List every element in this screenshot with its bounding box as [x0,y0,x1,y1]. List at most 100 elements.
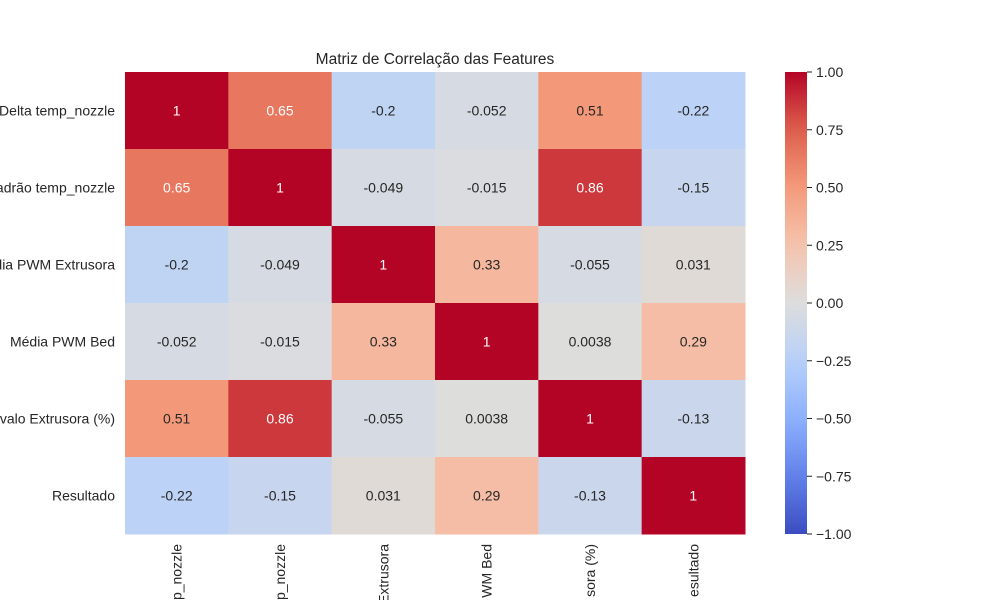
heatmap-cell [435,226,539,304]
colorbar: 1.00 0.75 0.50 0.25 0.00 −0.25 −0.50 −0.75 −1.00 [785,64,852,542]
cell-value-label: -0.15 [264,488,296,504]
cell-value-label: 0.65 [163,180,190,196]
cell-value-label: 0.29 [680,334,707,350]
colorbar-gradient [785,72,807,534]
colorbar-tick-label: −0.25 [816,353,852,369]
colorbar-tick-label: 0.50 [816,180,843,196]
heatmap-cell [125,72,229,150]
colorbar-tick-label: −0.50 [816,411,852,427]
cell-value-label: -0.13 [574,488,606,504]
heatmap-cell [641,303,746,381]
cell-value-label: 0.86 [576,180,603,196]
heatmap-cell [125,149,229,227]
heatmap-cell [228,303,333,381]
heatmap-cell [125,303,229,381]
cell-value-label: -0.055 [363,411,403,427]
heatmap-cell [538,457,643,535]
cell-value-label: -0.2 [371,103,395,119]
cell-value-label: 0.86 [266,411,293,427]
heatmap-cell [125,457,229,535]
cell-value-label: 0.51 [163,411,190,427]
cell-value-label: -0.015 [467,180,507,196]
cell-value-label: -0.015 [260,334,300,350]
heatmap-cell [331,226,436,304]
row-tick-label: dia PWM Extrusora [0,257,115,273]
column-tick-label: p_nozzle [169,544,185,600]
row-tick-label: Média PWM Bed [10,334,115,350]
heatmap-cell [538,380,643,458]
heatmap-cell [228,457,333,535]
cell-value-label: 1 [173,103,181,119]
cell-value-label: 0.33 [370,334,397,350]
heatmap-cell [331,457,436,535]
heatmap-cell [435,457,539,535]
cell-value-label: -0.055 [570,257,610,273]
heatmap-cell [641,457,746,535]
heatmap-cell [435,72,539,150]
heatmap-cell [331,380,436,458]
row-tick-label: Resultado [52,488,115,504]
heatmap-cell [538,72,643,150]
column-tick-label: sora (%) [582,544,598,597]
cell-value-label: -0.052 [157,334,197,350]
colorbar-tick-label: 0.25 [816,237,843,253]
colorbar-tick-label: 0.00 [816,295,843,311]
cell-value-label: 0.031 [366,488,401,504]
colorbar-tick-label: −1.00 [816,526,852,542]
cell-value-label: 0.33 [473,257,500,273]
heatmap-cell [125,226,229,304]
cell-value-label: 0.51 [576,103,603,119]
cell-value-label: -0.22 [161,488,193,504]
row-tick-label: rvalo Extrusora (%) [0,411,115,427]
heatmap-cell [435,303,539,381]
heatmap-cell [228,226,333,304]
cell-value-label: 0.29 [473,488,500,504]
cell-value-label: 1 [586,411,594,427]
column-tick-label: Extrusora [375,544,391,600]
column-tick-labels: p_nozzle p_nozzle Extrusora WM Bed sora (%) e… [169,544,702,600]
heatmap-cell [228,380,333,458]
colorbar-tick-label: −0.75 [816,468,852,484]
cell-value-label: -0.13 [677,411,709,427]
heatmap-cell [538,149,643,227]
heatmap-cell [435,149,539,227]
heatmap-cell [435,380,539,458]
cell-value-label: 1 [379,257,387,273]
heatmap-cell [331,149,436,227]
cell-value-label: -0.2 [165,257,189,273]
row-tick-label: Delta temp_nozzle [0,103,115,119]
heatmap-cell [125,380,229,458]
heatmap-cell [538,226,643,304]
colorbar-tick-label: 0.75 [816,122,843,138]
cell-value-label: -0.049 [260,257,300,273]
heatmap-cell [641,149,746,227]
chart-title: Matriz de Correlação das Features [316,51,555,68]
cell-value-label: -0.15 [677,180,709,196]
heatmap-cell [641,226,746,304]
cell-value-label: -0.049 [363,180,403,196]
column-tick-label: esultado [685,544,701,597]
colorbar-tick-label: 1.00 [816,64,843,80]
column-tick-label: WM Bed [479,544,495,598]
heatmap-cell [228,149,333,227]
cell-value-label: 0.031 [676,257,711,273]
heatmap-cell [641,72,746,150]
heatmap-cell [228,72,333,150]
cell-value-label: 1 [689,488,697,504]
cell-value-label: -0.22 [677,103,709,119]
heatmap-cells: 1 0.65 -0.2 -0.052 0.51 -0.22 0.65 1 -0.049 -0.01… [125,72,746,535]
row-tick-label: adrão temp_nozzle [0,180,115,196]
heatmap-cell [331,303,436,381]
heatmap-cell [331,72,436,150]
heatmap-cell [538,303,643,381]
cell-value-label: 0.0038 [465,411,508,427]
heatmap-cell [641,380,746,458]
cell-value-label: 1 [483,334,491,350]
cell-value-label: -0.052 [467,103,507,119]
cell-value-label: 0.0038 [569,334,612,350]
cell-value-label: 1 [276,180,284,196]
column-tick-label: p_nozzle [272,544,288,600]
cell-value-label: 0.65 [266,103,293,119]
